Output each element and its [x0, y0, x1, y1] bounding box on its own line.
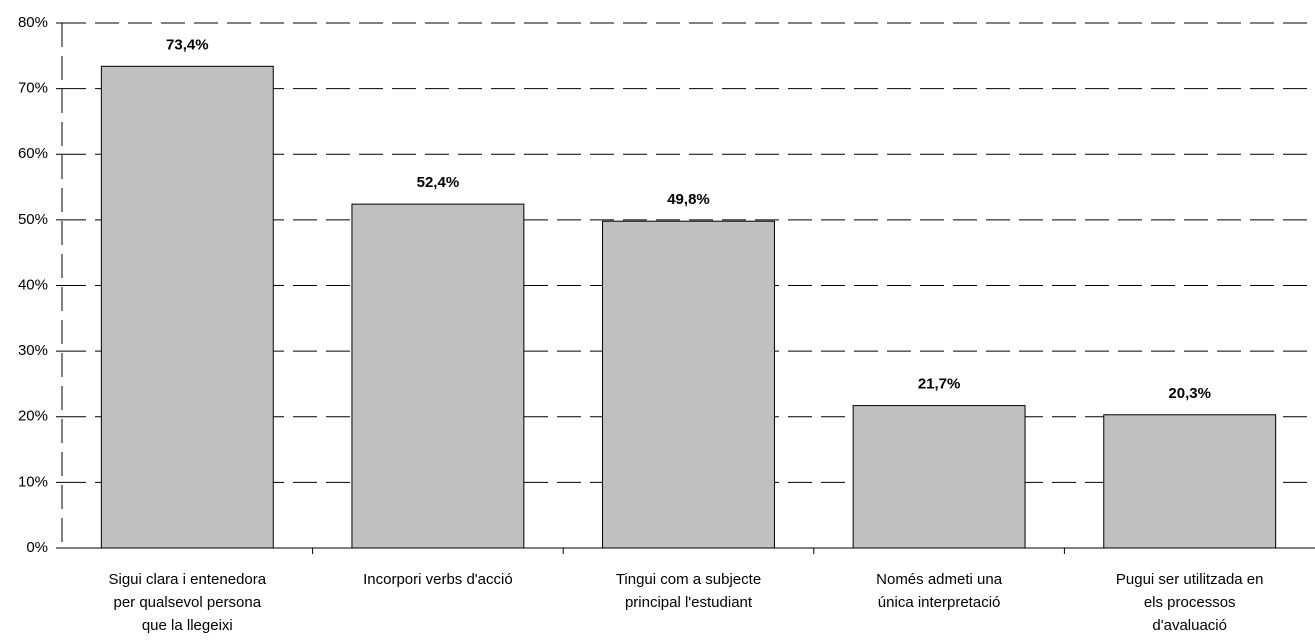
- value-label: 73,4%: [166, 36, 209, 53]
- bar: [1103, 414, 1277, 549]
- y-tick-label: 50%: [18, 211, 48, 228]
- bar: [852, 405, 1026, 549]
- y-tick-label: 30%: [18, 342, 48, 359]
- x-tick-label: única interpretació: [878, 594, 1001, 611]
- value-label: 21,7%: [918, 376, 961, 393]
- value-label: 52,4%: [417, 174, 460, 191]
- x-tick-label: els processos: [1144, 594, 1236, 611]
- x-tick-label: Pugui ser utilitzada en: [1116, 571, 1264, 588]
- x-tick-label: Sigui clara i entenedora: [108, 571, 266, 588]
- x-tick-label: Només admeti una: [876, 571, 1003, 588]
- y-tick-label: 10%: [18, 473, 48, 490]
- y-tick-label: 70%: [18, 80, 48, 97]
- x-tick-label: per qualsevol persona: [113, 594, 261, 611]
- y-tick-label: 60%: [18, 145, 48, 162]
- y-tick-label: 20%: [18, 408, 48, 425]
- bar: [602, 220, 775, 549]
- x-tick-label: d'avaluació: [1152, 617, 1227, 634]
- y-tick-label: 0%: [26, 539, 48, 556]
- bar: [100, 65, 274, 549]
- x-tick-label: Tingui com a subjecte: [616, 571, 761, 588]
- bar: [351, 203, 525, 549]
- x-tick-label: Incorpori verbs d'acció: [363, 571, 513, 588]
- x-tick-label: principal l'estudiant: [625, 594, 753, 611]
- value-label: 20,3%: [1168, 385, 1211, 402]
- y-tick-label: 80%: [18, 14, 48, 31]
- y-tick-label: 40%: [18, 276, 48, 293]
- value-label: 49,8%: [667, 191, 710, 208]
- x-tick-label: que la llegeixi: [142, 617, 233, 634]
